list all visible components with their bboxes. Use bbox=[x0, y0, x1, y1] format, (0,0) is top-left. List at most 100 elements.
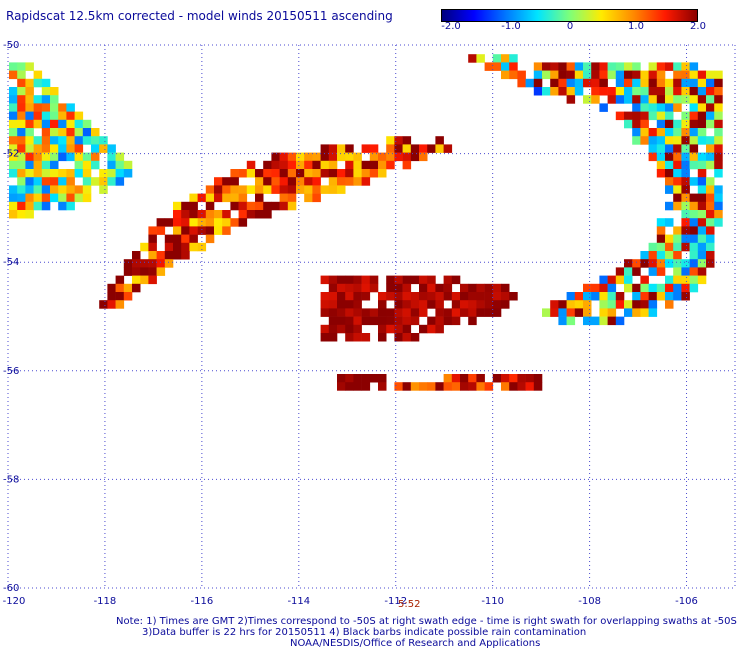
wind-cell bbox=[345, 374, 354, 383]
wind-cell bbox=[328, 185, 338, 194]
wind-cell bbox=[656, 70, 666, 80]
wind-cell bbox=[673, 275, 682, 285]
swath-time-label: 5:52 bbox=[398, 599, 421, 610]
wind-cell bbox=[624, 267, 633, 276]
wind-cell bbox=[419, 292, 428, 301]
wind-cell bbox=[460, 382, 469, 391]
wind-cell bbox=[337, 292, 346, 301]
wind-cell bbox=[410, 333, 420, 342]
wind-cell bbox=[99, 169, 108, 178]
wind-cell bbox=[665, 144, 674, 153]
wind-cell bbox=[369, 316, 379, 326]
wind-cell bbox=[665, 234, 674, 244]
wind-cell bbox=[353, 308, 362, 317]
wind-cell bbox=[648, 152, 658, 162]
wind-cell bbox=[345, 169, 354, 178]
wind-cell bbox=[386, 308, 395, 317]
wind-cell bbox=[624, 62, 633, 71]
wind-cell bbox=[148, 251, 157, 260]
wind-cell bbox=[607, 70, 617, 80]
wind-cell bbox=[304, 193, 313, 203]
wind-cell bbox=[123, 259, 133, 268]
wind-cell bbox=[33, 193, 43, 203]
wind-cell bbox=[214, 193, 223, 203]
wind-cell bbox=[402, 160, 412, 170]
wind-cell bbox=[304, 169, 313, 178]
wind-cell bbox=[542, 308, 551, 317]
wind-cell bbox=[525, 382, 535, 391]
wind-cell bbox=[689, 177, 699, 186]
wind-cell bbox=[25, 144, 34, 153]
wind-cell bbox=[156, 251, 166, 260]
wind-cell bbox=[640, 259, 649, 268]
wind-cell bbox=[337, 275, 346, 285]
wind-cell bbox=[673, 103, 682, 112]
wind-cell bbox=[25, 185, 34, 194]
wind-cell bbox=[287, 177, 297, 186]
wind-cell bbox=[369, 283, 379, 293]
wind-cell bbox=[583, 95, 592, 104]
wind-cell bbox=[41, 78, 51, 88]
wind-cell bbox=[173, 218, 182, 227]
wind-cell bbox=[17, 144, 26, 153]
wind-cell bbox=[640, 111, 649, 121]
wind-cell bbox=[9, 185, 18, 194]
wind-cell bbox=[566, 95, 576, 104]
wind-cell bbox=[378, 324, 387, 334]
wind-cell bbox=[681, 210, 690, 219]
wind-cell bbox=[246, 201, 256, 211]
wind-cell bbox=[361, 144, 371, 153]
wind-cell bbox=[378, 169, 387, 178]
wind-cell bbox=[665, 111, 674, 121]
wind-cell bbox=[386, 275, 395, 285]
wind-cell bbox=[591, 316, 600, 326]
wind-cell bbox=[132, 283, 141, 293]
wind-cell bbox=[451, 275, 461, 285]
wind-cell bbox=[304, 152, 313, 162]
wind-cell bbox=[263, 210, 272, 219]
wind-cell bbox=[148, 226, 157, 235]
longitude-label: -112 bbox=[384, 596, 407, 607]
wind-cell bbox=[9, 160, 18, 170]
wind-cell bbox=[41, 144, 51, 153]
wind-cell bbox=[656, 283, 666, 293]
wind-cell bbox=[345, 316, 354, 326]
wind-cell bbox=[312, 169, 321, 178]
wind-cell bbox=[665, 103, 674, 112]
wind-cell bbox=[443, 316, 453, 326]
wind-cell bbox=[714, 87, 723, 96]
wind-cell bbox=[681, 185, 690, 194]
wind-cell bbox=[558, 308, 567, 317]
wind-cell bbox=[640, 70, 649, 80]
wind-cell bbox=[656, 95, 666, 104]
wind-cell bbox=[599, 62, 608, 71]
wind-cell bbox=[533, 382, 543, 391]
footnote-credit: NOAA/NESDIS/Office of Research and Appli… bbox=[290, 638, 541, 649]
wind-cell bbox=[706, 87, 715, 96]
wind-cell bbox=[501, 382, 510, 391]
wind-cell bbox=[181, 218, 190, 227]
wind-cell bbox=[656, 242, 666, 252]
wind-cell bbox=[706, 234, 715, 244]
wind-cell bbox=[656, 103, 666, 112]
wind-cell bbox=[238, 201, 248, 211]
wind-cell bbox=[583, 300, 592, 309]
wind-cell bbox=[689, 78, 699, 88]
wind-cell bbox=[689, 259, 699, 268]
wind-cell bbox=[419, 144, 428, 153]
wind-cell bbox=[66, 169, 75, 178]
wind-cell bbox=[238, 185, 248, 194]
wind-cell bbox=[558, 300, 567, 309]
wind-cell bbox=[665, 185, 674, 194]
wind-cell bbox=[435, 144, 444, 153]
wind-cell bbox=[632, 136, 641, 145]
wind-cell bbox=[378, 316, 387, 326]
wind-cell bbox=[648, 300, 658, 309]
wind-cell bbox=[615, 300, 625, 309]
wind-cell bbox=[640, 251, 649, 260]
wind-cell bbox=[599, 275, 608, 285]
wind-cell bbox=[205, 226, 215, 235]
wind-cell bbox=[706, 201, 715, 211]
wind-cell bbox=[17, 210, 26, 219]
wind-cell bbox=[550, 300, 559, 309]
